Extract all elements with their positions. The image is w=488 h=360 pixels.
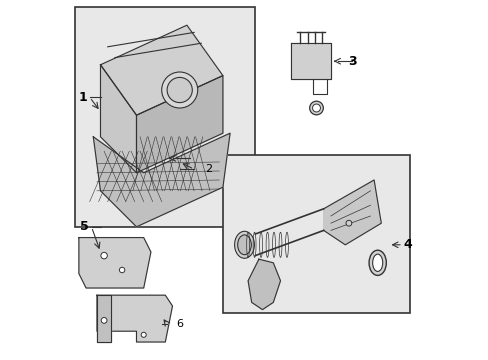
Ellipse shape [372, 254, 382, 271]
Text: 5: 5 [80, 220, 88, 233]
Text: 3: 3 [347, 55, 356, 68]
Ellipse shape [312, 104, 320, 112]
Polygon shape [79, 238, 151, 288]
Polygon shape [247, 259, 280, 310]
Ellipse shape [119, 267, 124, 273]
Ellipse shape [346, 220, 351, 226]
Polygon shape [291, 43, 330, 79]
Polygon shape [136, 76, 223, 173]
Text: 1: 1 [78, 91, 87, 104]
Ellipse shape [101, 318, 107, 323]
Ellipse shape [141, 332, 146, 337]
Polygon shape [93, 133, 230, 227]
Polygon shape [97, 295, 111, 342]
Polygon shape [101, 25, 223, 115]
Ellipse shape [309, 101, 323, 115]
Bar [223, 155, 409, 313]
Ellipse shape [162, 72, 197, 108]
Ellipse shape [234, 231, 254, 258]
Ellipse shape [167, 77, 192, 103]
Text: 6: 6 [176, 319, 183, 329]
Bar [75, 7, 255, 227]
Text: 4: 4 [403, 238, 412, 251]
Text: 2: 2 [204, 164, 212, 174]
Ellipse shape [101, 252, 107, 259]
Polygon shape [101, 65, 136, 173]
Polygon shape [97, 295, 172, 342]
Polygon shape [323, 180, 381, 245]
Ellipse shape [368, 250, 386, 275]
Ellipse shape [237, 235, 251, 255]
